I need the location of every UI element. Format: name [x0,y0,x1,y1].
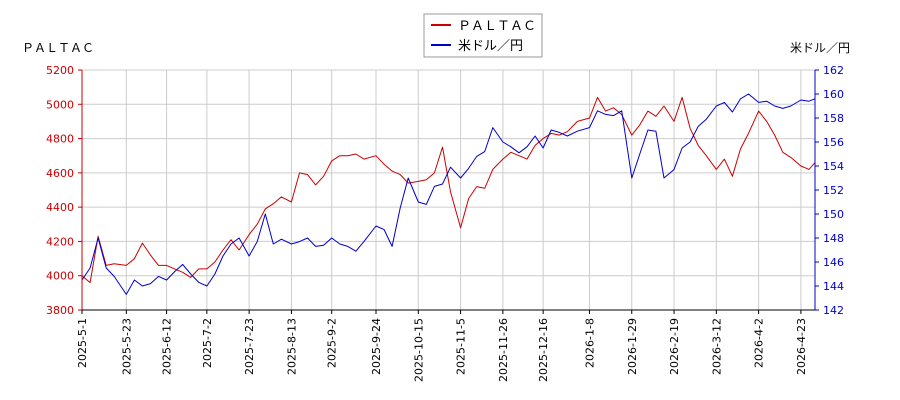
y-right-tick-label: 162 [823,64,844,77]
series-line-paltac [81,96,816,284]
x-tick-label: 2025-10-15 [412,318,425,382]
x-tick-label: 2025-5-23 [120,318,133,375]
grid [81,69,816,311]
y-right-tick-label: 142 [823,304,844,317]
x-tick-label: 2026-1-8 [583,318,596,368]
x-tick-label: 2025-11-26 [497,318,510,382]
axes: 3800 4000 4200 4400 4600 4800 5000 5200 142 144 14… [46,64,844,382]
x-tick-label: 2026-2-19 [668,318,681,375]
left-axis-title: ＰＡＬＴＡＣ [22,41,94,55]
y-left-tick-label: 5200 [46,64,74,77]
y-left-tick-label: 3800 [46,304,74,317]
x-tick-label: 2025-6-12 [161,318,174,375]
x-tick-label: 2025-9-24 [370,318,383,375]
x-tick-label: 2026-3-12 [710,318,723,375]
x-tick-label: 2025-8-13 [285,318,298,375]
x-tick-label: 2025-9-2 [326,318,339,368]
y-right-tick-label: 150 [823,208,844,221]
right-axis-title: 米ドル／円 [790,41,850,55]
y-right-tick-label: 144 [823,280,844,293]
legend-label-paltac: ＰＡＬＴＡＣ [458,19,536,34]
y-right-tick-label: 160 [823,88,844,101]
x-tick-label: 2025-7-23 [243,318,256,375]
y-right-tick-label: 148 [823,232,844,245]
x-tick-label: 2025-7-2 [201,318,214,368]
legend: ＰＡＬＴＡＣ 米ドル／円 [423,13,543,58]
x-tick-label: 2025-5-1 [76,318,89,368]
y-left-tick-label: 5000 [46,98,74,111]
plot-frame [81,69,816,311]
y-right-tick-label: 154 [823,160,844,173]
x-tick-label: 2025-11-5 [455,318,468,375]
y-right-tick-label: 156 [823,136,844,149]
x-tick-label: 2026-4-2 [753,318,766,368]
legend-box [423,13,543,58]
series-line-usdjpy [81,93,816,295]
y-left-tick-label: 4200 [46,235,74,248]
y-right-tick-label: 146 [823,256,844,269]
y-right-tick-label: 158 [823,112,844,125]
y-left-tick-label: 4400 [46,201,74,214]
series-lines [81,93,816,295]
y-left-tick-label: 4600 [46,167,74,180]
y-right-tick-label: 152 [823,184,844,197]
y-left-tick-label: 4800 [46,133,74,146]
x-tick-label: 2025-12-16 [537,318,550,382]
x-tick-label: 2026-4-23 [795,318,808,375]
y-left-tick-label: 4000 [46,270,74,283]
legend-label-usdjpy: 米ドル／円 [458,39,523,54]
x-tick-label: 2026-1-29 [626,318,639,375]
